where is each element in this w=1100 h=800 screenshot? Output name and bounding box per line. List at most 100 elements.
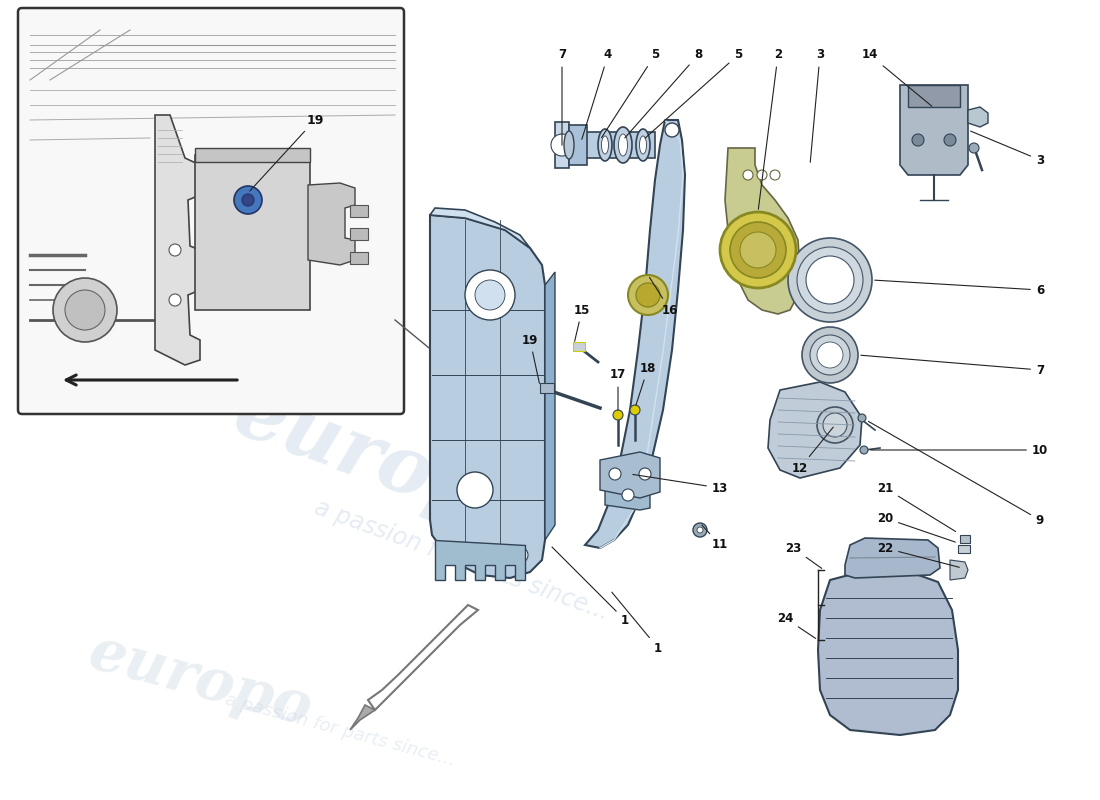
Circle shape <box>169 294 182 306</box>
Circle shape <box>740 232 776 268</box>
Circle shape <box>720 212 796 288</box>
Polygon shape <box>968 107 988 127</box>
Text: 15: 15 <box>574 303 591 342</box>
Circle shape <box>944 134 956 146</box>
Polygon shape <box>430 215 544 578</box>
Circle shape <box>693 523 707 537</box>
Polygon shape <box>818 572 958 735</box>
Circle shape <box>730 222 786 278</box>
Text: 23: 23 <box>785 542 822 568</box>
Ellipse shape <box>602 136 608 154</box>
Bar <box>350 205 368 217</box>
Circle shape <box>757 170 767 180</box>
Text: 24: 24 <box>777 611 816 638</box>
Bar <box>960 535 970 543</box>
Polygon shape <box>569 125 587 165</box>
Circle shape <box>912 134 924 146</box>
Text: 2: 2 <box>758 49 782 210</box>
Text: 9: 9 <box>868 422 1044 526</box>
Text: 7: 7 <box>861 355 1044 377</box>
Bar <box>958 545 970 553</box>
Circle shape <box>628 275 668 315</box>
Text: 16: 16 <box>649 278 679 317</box>
Polygon shape <box>368 605 478 710</box>
Text: europo: europo <box>223 374 547 554</box>
Circle shape <box>817 342 843 368</box>
Polygon shape <box>600 452 660 498</box>
Text: 13: 13 <box>632 474 728 494</box>
Circle shape <box>788 238 872 322</box>
Polygon shape <box>155 115 200 365</box>
Text: 22: 22 <box>877 542 959 567</box>
Circle shape <box>742 170 754 180</box>
Text: 19: 19 <box>250 114 323 191</box>
Bar <box>573 342 585 351</box>
Circle shape <box>465 270 515 320</box>
Circle shape <box>810 335 850 375</box>
Circle shape <box>621 489 634 501</box>
Circle shape <box>802 327 858 383</box>
Circle shape <box>636 283 660 307</box>
Polygon shape <box>900 85 968 175</box>
Ellipse shape <box>618 134 627 156</box>
Text: 14: 14 <box>861 49 932 106</box>
Text: 21: 21 <box>877 482 956 531</box>
Circle shape <box>242 194 254 206</box>
Bar <box>350 228 368 240</box>
Circle shape <box>630 405 640 415</box>
FancyBboxPatch shape <box>18 8 404 414</box>
Ellipse shape <box>636 129 650 161</box>
Bar <box>195 155 310 310</box>
Ellipse shape <box>598 129 612 161</box>
Text: 3: 3 <box>811 49 824 162</box>
Circle shape <box>440 547 456 563</box>
Circle shape <box>817 407 852 443</box>
Bar <box>540 383 554 393</box>
Circle shape <box>234 186 262 214</box>
Text: 12: 12 <box>792 427 833 474</box>
Polygon shape <box>585 120 685 548</box>
Bar <box>570 132 654 158</box>
Text: 19: 19 <box>521 334 539 383</box>
Polygon shape <box>544 272 556 540</box>
Text: 4: 4 <box>582 49 612 139</box>
Circle shape <box>639 468 651 480</box>
Polygon shape <box>430 208 530 248</box>
Circle shape <box>858 414 866 422</box>
Ellipse shape <box>614 127 632 163</box>
Text: 7: 7 <box>558 49 566 146</box>
Text: europo: europo <box>82 623 318 737</box>
Bar <box>908 85 960 107</box>
Ellipse shape <box>564 131 574 159</box>
Polygon shape <box>725 148 800 314</box>
Circle shape <box>512 547 528 563</box>
Polygon shape <box>605 480 650 510</box>
Text: 8: 8 <box>625 49 702 138</box>
Circle shape <box>551 134 573 156</box>
Circle shape <box>169 244 182 256</box>
Circle shape <box>806 256 854 304</box>
Circle shape <box>53 278 117 342</box>
Circle shape <box>456 472 493 508</box>
Circle shape <box>65 290 104 330</box>
Circle shape <box>697 527 703 533</box>
Polygon shape <box>350 705 375 730</box>
Text: a passion for parts since...: a passion for parts since... <box>311 495 613 625</box>
Text: 1: 1 <box>552 547 629 626</box>
Polygon shape <box>768 382 862 478</box>
Text: 6: 6 <box>874 280 1044 297</box>
Text: 5: 5 <box>602 49 659 138</box>
Text: 11: 11 <box>702 525 728 551</box>
Polygon shape <box>308 183 355 265</box>
Circle shape <box>823 413 847 437</box>
Text: 17: 17 <box>609 369 626 410</box>
Circle shape <box>860 446 868 454</box>
Text: a passion for parts since...: a passion for parts since... <box>223 690 456 770</box>
Circle shape <box>798 247 864 313</box>
Ellipse shape <box>639 136 647 154</box>
Polygon shape <box>845 538 940 578</box>
Circle shape <box>666 123 679 137</box>
Bar <box>350 252 368 264</box>
Text: 1: 1 <box>612 592 662 654</box>
Circle shape <box>969 143 979 153</box>
